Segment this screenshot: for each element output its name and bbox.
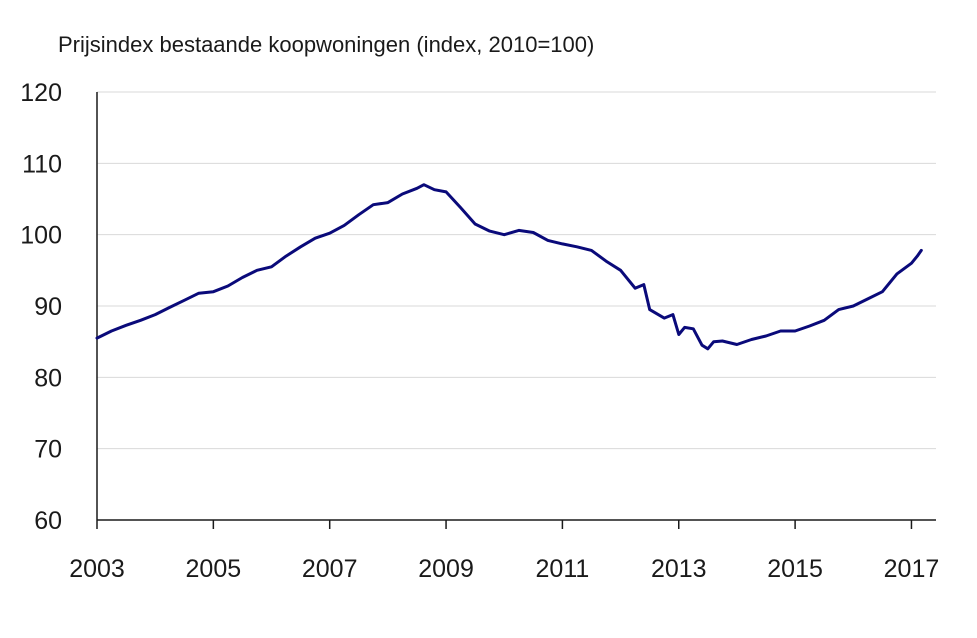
series-line-0 — [95, 183, 923, 351]
y-tick-label: 110 — [22, 150, 62, 178]
y-axis-ticks: 60 70 80 90 100 110 120 — [20, 79, 62, 535]
series-group — [95, 183, 923, 351]
x-tick-label: 2007 — [302, 555, 358, 583]
x-tick-label: 2017 — [884, 555, 940, 583]
y-tick-label: 90 — [34, 293, 62, 321]
y-tick-label: 80 — [34, 364, 62, 392]
grid — [97, 91, 936, 450]
x-tick-label: 2005 — [186, 555, 242, 583]
chart-title: Prijsindex bestaande koopwoningen (index… — [58, 32, 595, 57]
y-tick-label: 100 — [20, 222, 62, 250]
x-tick-label: 2009 — [418, 555, 474, 583]
x-tick-label: 2013 — [651, 555, 707, 583]
x-axis: 2003 2005 2007 2009 2011 2013 2015 2017 — [69, 92, 939, 583]
x-tick-label: 2011 — [536, 555, 590, 583]
x-tick-label: 2015 — [767, 555, 823, 583]
y-tick-label: 70 — [34, 436, 62, 464]
y-tick-label: 60 — [34, 507, 62, 535]
y-tick-label: 120 — [20, 79, 62, 107]
x-tick-label: 2003 — [69, 555, 125, 583]
